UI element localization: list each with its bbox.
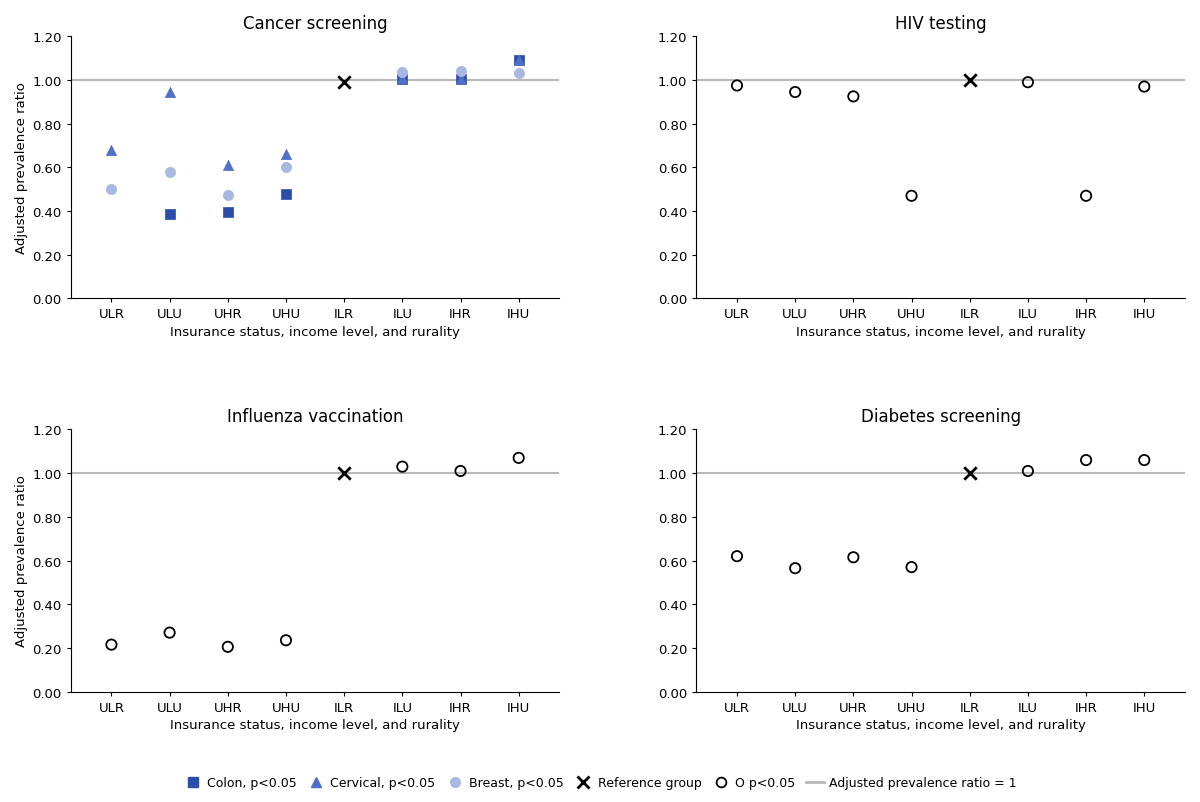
Point xyxy=(902,561,922,573)
Point xyxy=(392,74,412,87)
Point xyxy=(786,562,805,575)
Point xyxy=(392,72,412,85)
Y-axis label: Adjusted prevalence ratio: Adjusted prevalence ratio xyxy=(14,475,28,646)
Legend: Colon, p<0.05, Cervical, p<0.05, Breast, p<0.05, Reference group, O p<0.05, Adju: Colon, p<0.05, Cervical, p<0.05, Breast,… xyxy=(178,772,1022,794)
Point xyxy=(902,190,922,203)
Point xyxy=(160,166,179,179)
Point xyxy=(102,184,121,196)
Point xyxy=(335,77,354,90)
Point xyxy=(276,634,295,647)
X-axis label: Insurance status, income level, and rurality: Insurance status, income level, and rura… xyxy=(796,718,1086,731)
Point xyxy=(160,626,179,639)
Point xyxy=(451,66,470,79)
Point xyxy=(1135,81,1154,94)
Point xyxy=(392,460,412,473)
Point xyxy=(509,55,528,67)
Point xyxy=(218,189,238,202)
Point xyxy=(960,468,979,480)
Point xyxy=(727,550,746,563)
Point xyxy=(960,75,979,87)
Title: HIV testing: HIV testing xyxy=(895,15,986,33)
Point xyxy=(451,465,470,478)
Point xyxy=(844,91,863,103)
Point xyxy=(1135,454,1154,467)
Y-axis label: Adjusted prevalence ratio: Adjusted prevalence ratio xyxy=(14,83,28,254)
Title: Influenza vaccination: Influenza vaccination xyxy=(227,407,403,426)
Point xyxy=(276,188,295,200)
Point xyxy=(102,638,121,651)
Point xyxy=(1076,190,1096,203)
Point xyxy=(335,468,354,480)
Point xyxy=(1076,454,1096,467)
X-axis label: Insurance status, income level, and rurality: Insurance status, income level, and rura… xyxy=(170,718,460,731)
X-axis label: Insurance status, income level, and rurality: Insurance status, income level, and rura… xyxy=(170,326,460,338)
Title: Cancer screening: Cancer screening xyxy=(242,15,388,33)
Point xyxy=(509,55,528,67)
Point xyxy=(1019,465,1038,478)
Point xyxy=(786,87,805,99)
Point xyxy=(509,68,528,81)
Point xyxy=(218,160,238,172)
Point xyxy=(1019,77,1038,90)
Point xyxy=(218,206,238,219)
Title: Diabetes screening: Diabetes screening xyxy=(860,407,1021,426)
Point xyxy=(451,74,470,87)
Point xyxy=(509,452,528,464)
Point xyxy=(451,74,470,87)
Point xyxy=(276,162,295,175)
Point xyxy=(160,87,179,99)
Point xyxy=(218,641,238,654)
Point xyxy=(160,209,179,221)
Point xyxy=(102,144,121,157)
Point xyxy=(727,80,746,93)
Point xyxy=(392,67,412,79)
Point xyxy=(276,148,295,161)
Point xyxy=(844,551,863,564)
X-axis label: Insurance status, income level, and rurality: Insurance status, income level, and rura… xyxy=(796,326,1086,338)
